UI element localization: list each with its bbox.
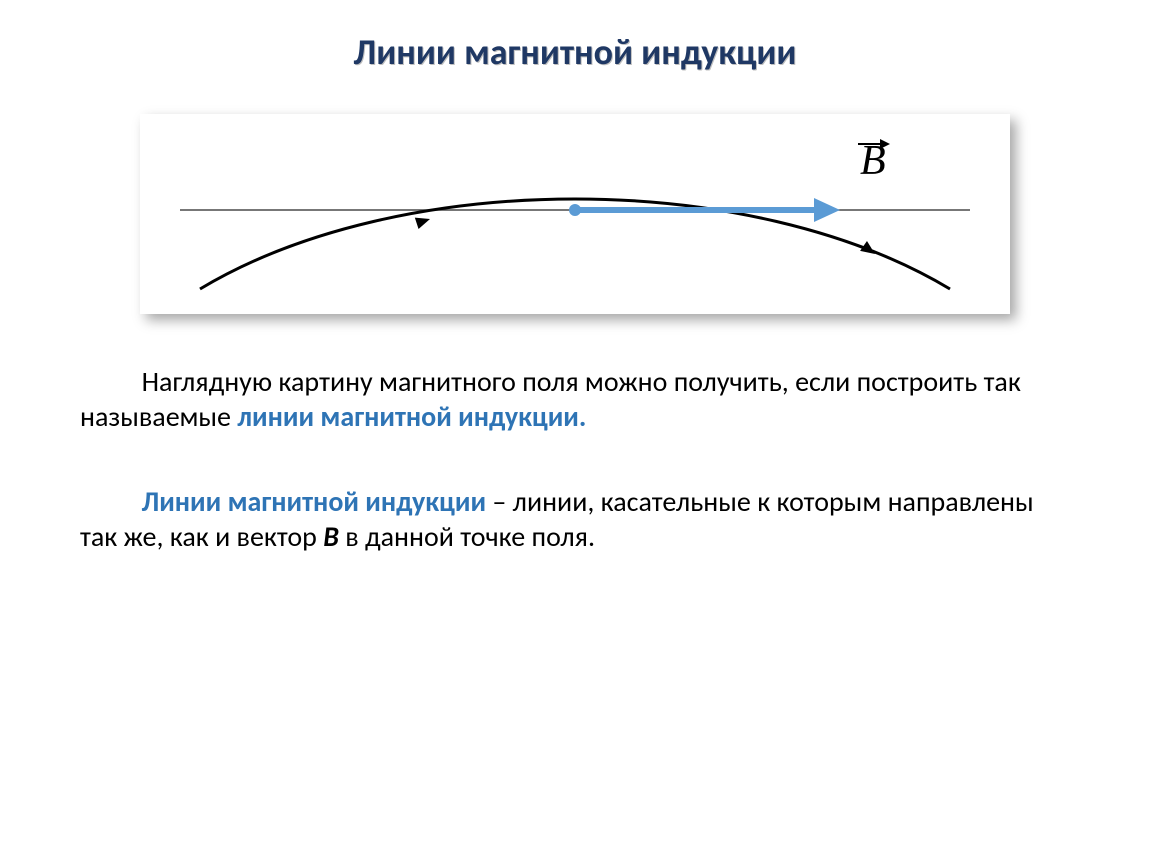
para2-term: Линии магнитной индукции bbox=[142, 484, 486, 519]
paragraph-1: Наглядную картину магнитного поля можно … bbox=[80, 364, 1070, 434]
para1-term: линии магнитной индукции. bbox=[237, 399, 586, 434]
diagram-svg: B bbox=[140, 114, 1010, 314]
para2-b: в данной точке поля. bbox=[339, 519, 595, 554]
vector-b-letter: В bbox=[323, 519, 339, 554]
figure-frame: B bbox=[140, 114, 1010, 314]
slide: Линии магнитной индукции B Наглядную кар… bbox=[0, 0, 1150, 864]
paragraph-2: Линии магнитной индукции – линии, касате… bbox=[80, 484, 1070, 554]
page-title: Линии магнитной индукции bbox=[80, 30, 1070, 74]
